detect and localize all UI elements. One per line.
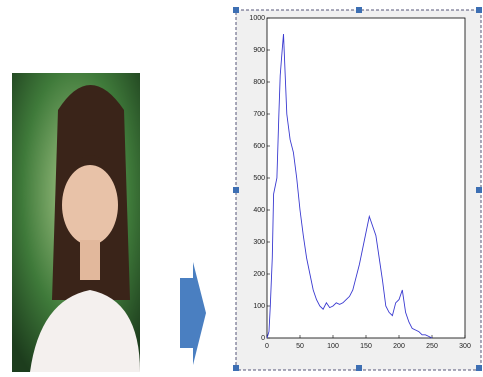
x-tick-label: 250	[426, 343, 438, 350]
x-tick-label: 200	[393, 343, 405, 350]
arrow	[180, 262, 206, 365]
figure-frame	[233, 7, 482, 371]
y-tick-label: 600	[253, 143, 265, 150]
y-tick-label: 200	[253, 271, 265, 278]
y-tick-label: 400	[253, 207, 265, 214]
y-tick-label: 700	[253, 111, 265, 118]
y-tick-label: 800	[253, 79, 265, 86]
x-tick-label: 150	[360, 343, 372, 350]
y-tick-label: 300	[253, 239, 265, 246]
x-tick-label: 300	[459, 343, 471, 350]
photo	[12, 73, 140, 372]
y-tick-label: 1000	[249, 15, 265, 22]
y-tick-label: 0	[261, 335, 265, 342]
y-tick-label: 500	[253, 175, 265, 182]
y-tick-label: 900	[253, 47, 265, 54]
y-tick-label: 100	[253, 303, 265, 310]
x-tick-label: 50	[296, 343, 304, 350]
figure: 0 100 200 300 400 500 600 700 800 900 1000 0 50 100 15…	[0, 0, 483, 372]
x-tick-label: 0	[265, 343, 269, 350]
x-tick-label: 100	[327, 343, 339, 350]
